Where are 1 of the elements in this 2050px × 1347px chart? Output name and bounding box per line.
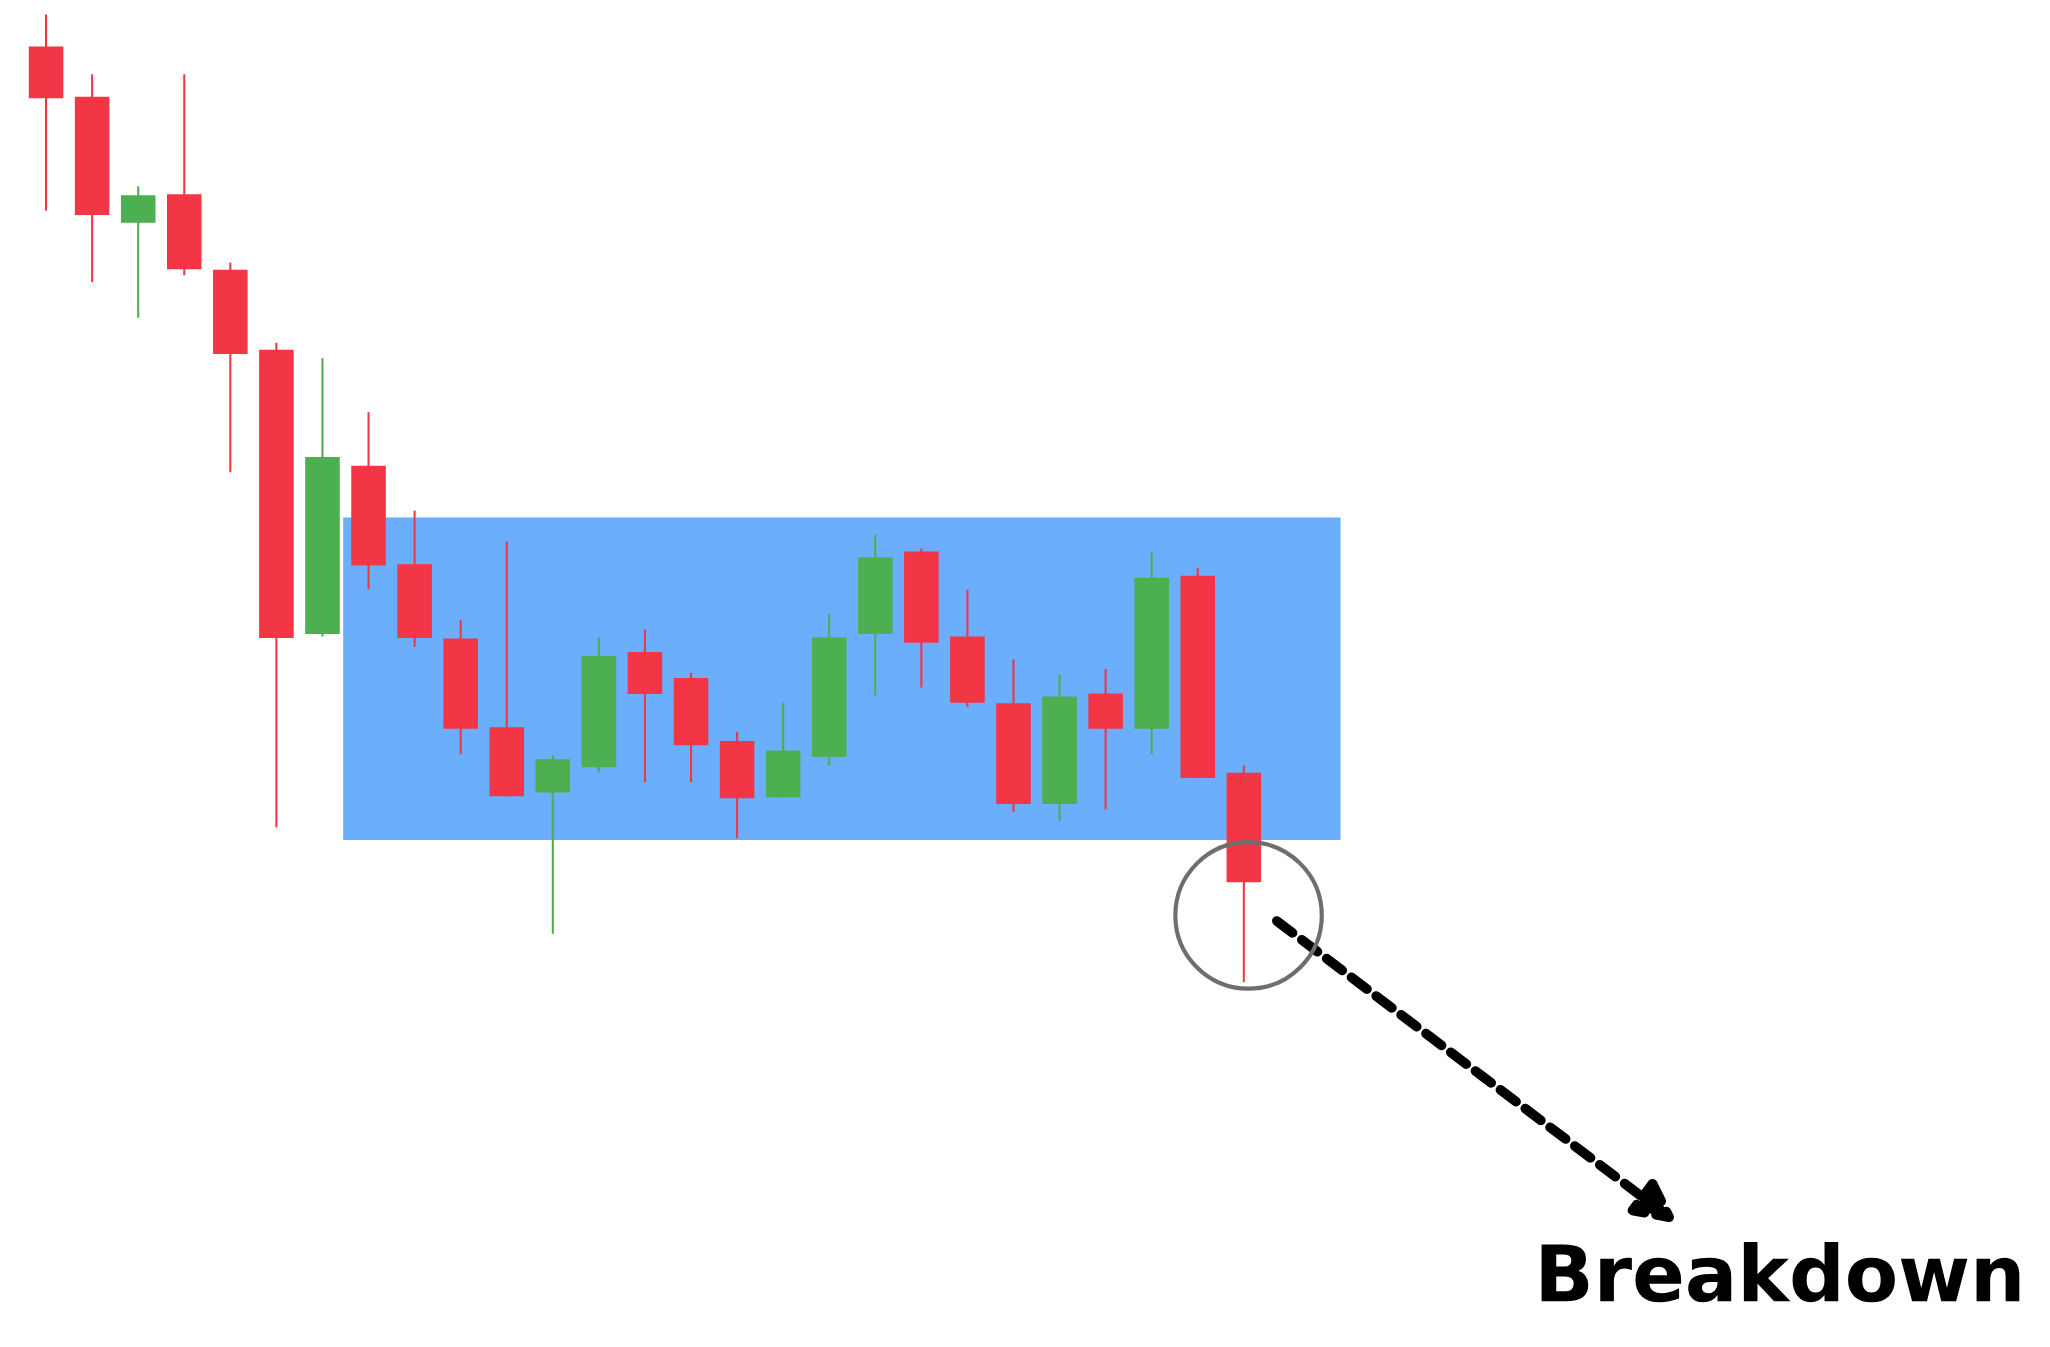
text: Breakdown [1541,1242,2020,1303]
